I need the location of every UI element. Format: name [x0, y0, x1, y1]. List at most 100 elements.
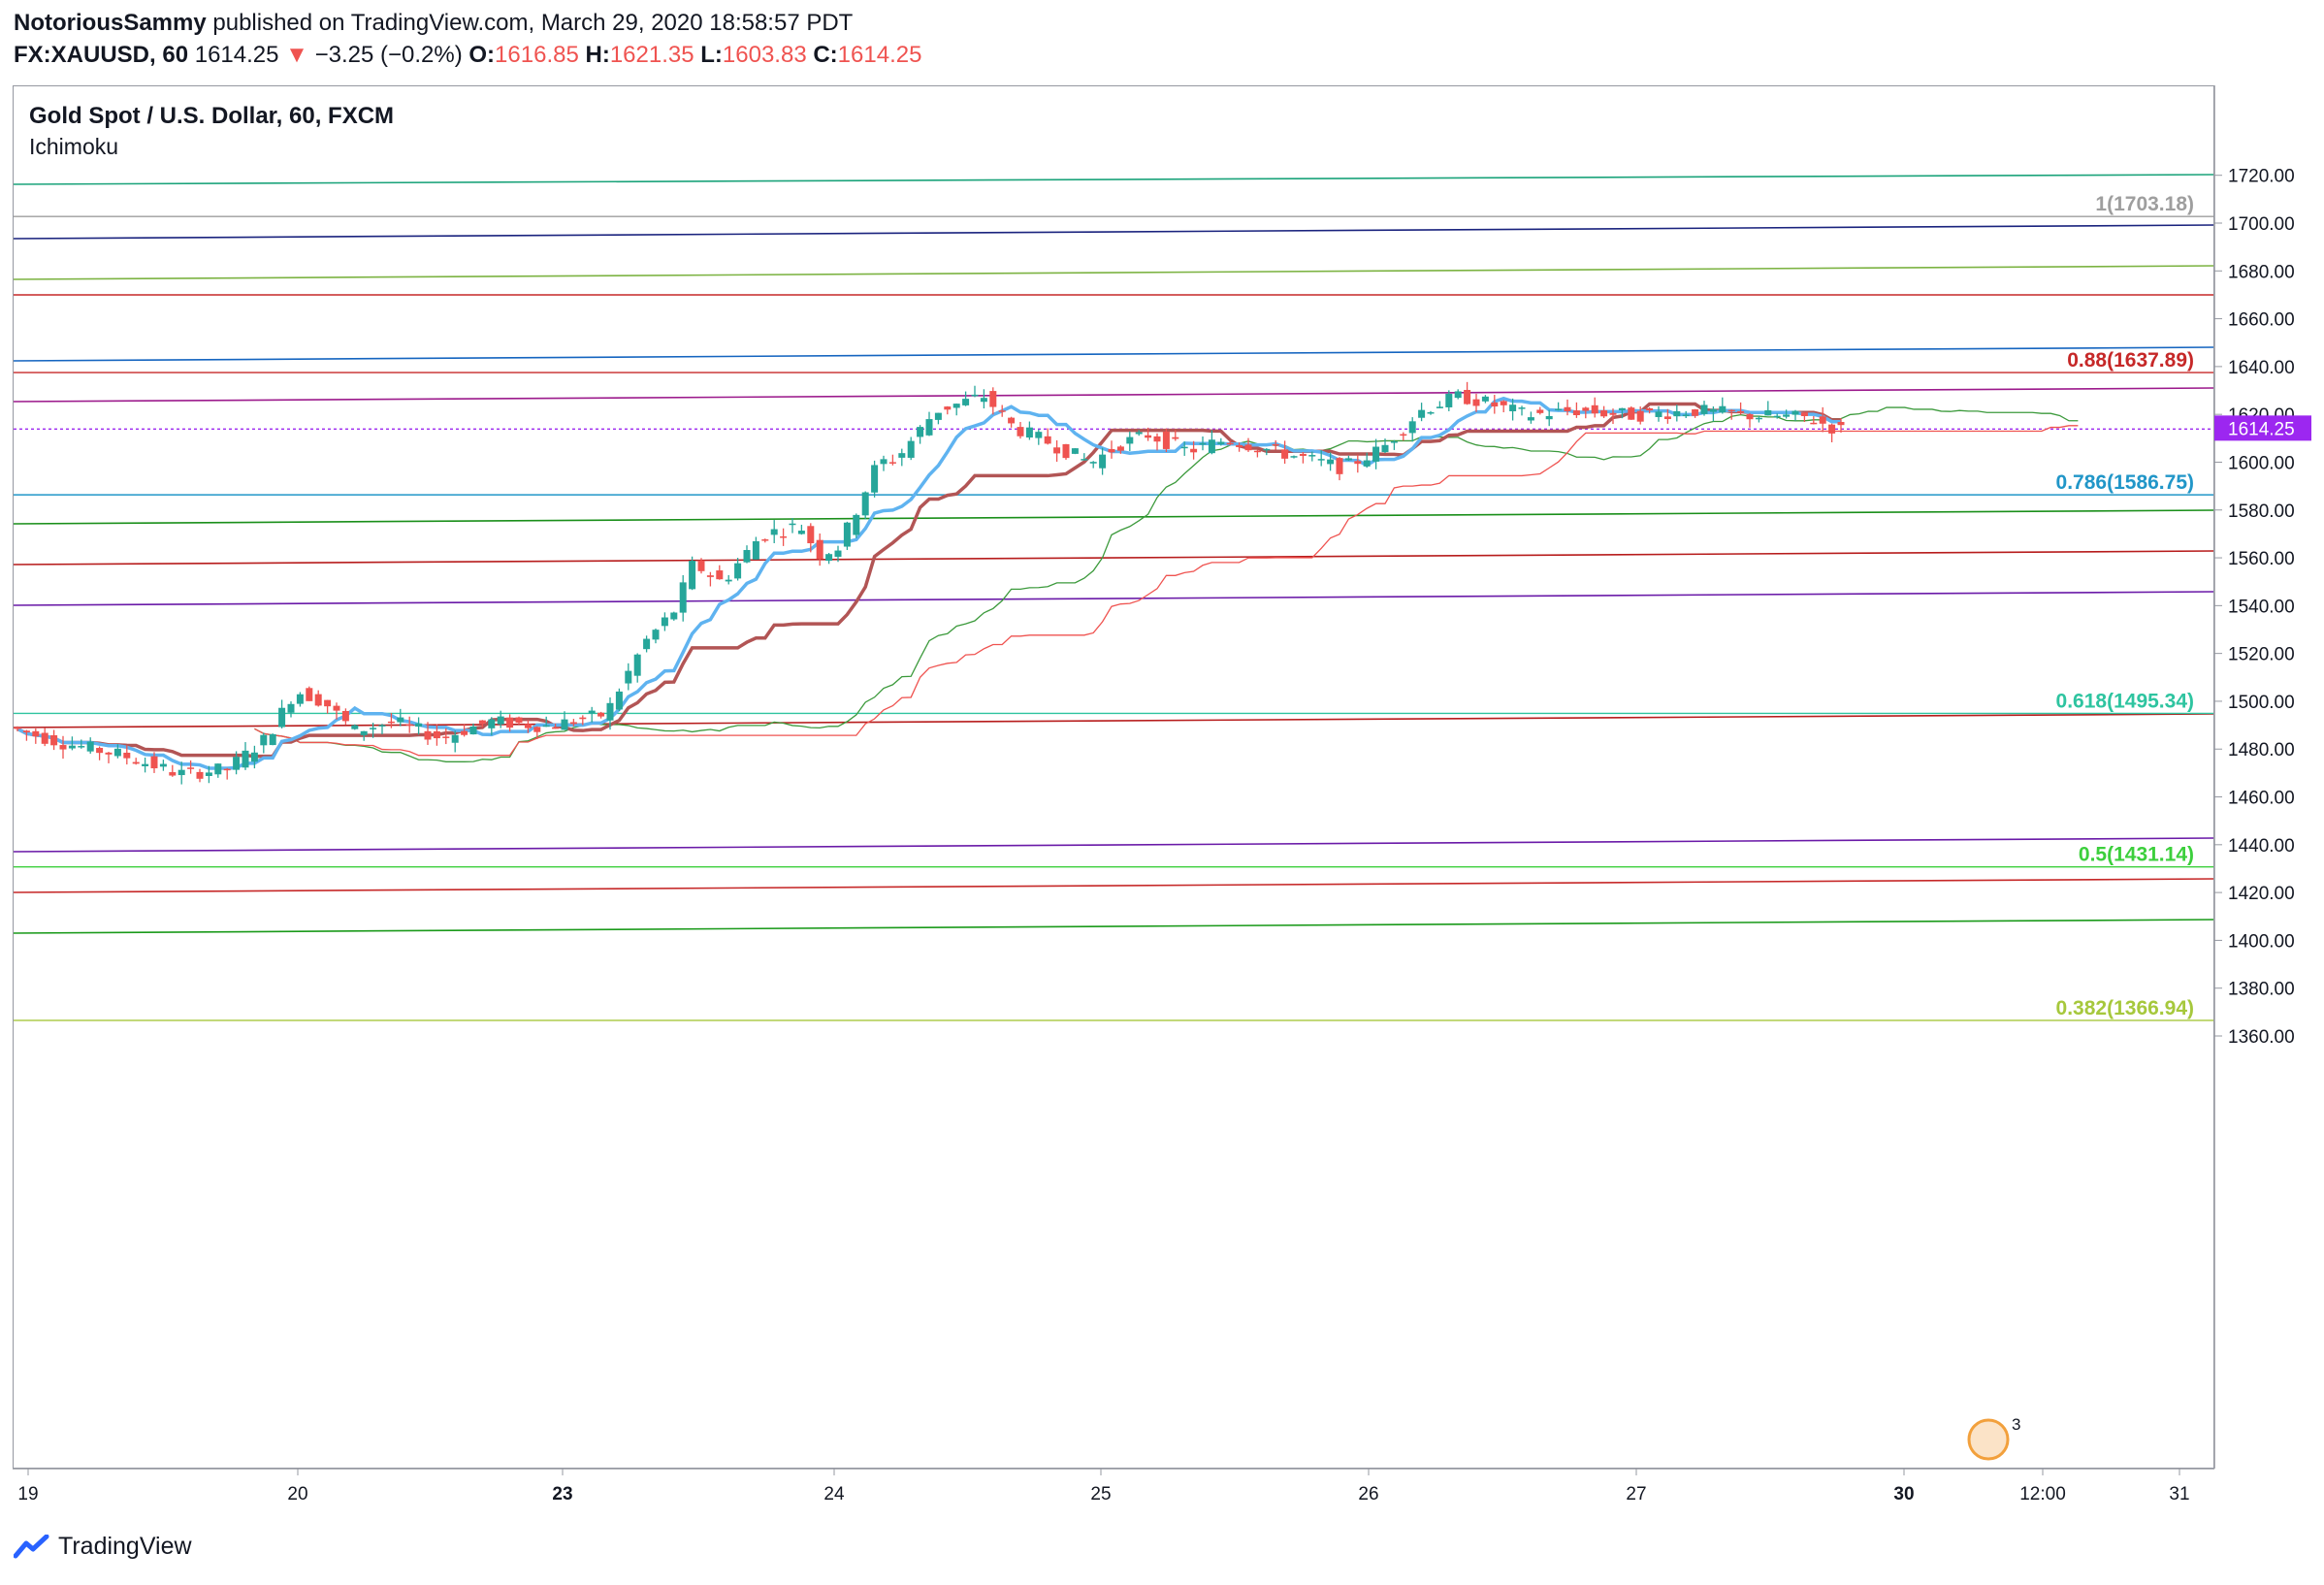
candle-body — [1108, 448, 1115, 453]
candle-body — [397, 717, 404, 723]
events-flag-icon — [1967, 1418, 2010, 1461]
candle-body — [1135, 432, 1143, 435]
candle-body — [351, 725, 359, 729]
price-tick-label: 1480.00 — [2228, 740, 2295, 760]
candle-body — [825, 554, 833, 562]
symbol: FX:XAUUSD, 60 — [14, 42, 189, 68]
candle-body — [1272, 443, 1279, 446]
trend-line — [14, 346, 2213, 362]
candle-body — [980, 398, 987, 403]
events-count-label: 3 — [2012, 1415, 2020, 1434]
candle-body — [934, 412, 942, 420]
candle-body — [1427, 411, 1435, 414]
candle-body — [442, 736, 450, 738]
candle-body — [670, 612, 678, 620]
candle-body — [998, 410, 1006, 412]
ohlc-bar: FX:XAUUSD, 60 1614.25 ▼ −3.25 (−0.2%) O:… — [14, 42, 921, 69]
price-tick-label: 1380.00 — [2228, 980, 2295, 1000]
candle-body — [561, 719, 568, 730]
indicator-label[interactable]: Ichimoku — [29, 134, 119, 159]
price-axis[interactable]: 1720.001700.001680.001660.001640.001620.… — [2214, 85, 2311, 1469]
candle-body — [1737, 410, 1745, 413]
trend-line — [14, 174, 2213, 185]
candle-body — [1663, 416, 1671, 420]
candle-body — [1436, 406, 1443, 408]
candle-body — [661, 617, 668, 627]
candle-body — [333, 705, 340, 711]
trend-line — [14, 387, 2213, 403]
candle-body — [1646, 407, 1654, 411]
chart-pane[interactable]: 1(1703.18) 0.88(1637.89) 0.786(1586.75) 0.6… — [13, 85, 2214, 1469]
candle-body — [233, 757, 241, 770]
candle-body — [1390, 441, 1398, 443]
candle-body — [1081, 459, 1088, 461]
candle-body — [1336, 458, 1343, 474]
candle-body — [478, 720, 486, 724]
candle-body — [1545, 415, 1553, 420]
candle-body — [1709, 408, 1717, 412]
candle-body — [32, 730, 40, 737]
price-tick-label: 1640.00 — [2228, 358, 2295, 378]
price-tick-label: 1420.00 — [2228, 884, 2295, 904]
candle-body — [1445, 393, 1453, 407]
candle-body — [1454, 391, 1462, 399]
candle-body — [1236, 444, 1243, 447]
candle-body — [178, 769, 185, 776]
high-value: 1621.35 — [609, 42, 694, 68]
candle-body — [341, 710, 349, 722]
candle-body — [205, 772, 212, 776]
candle-body — [1308, 455, 1316, 457]
candle-body — [269, 733, 276, 746]
author-name[interactable]: NotoriousSammy — [14, 10, 207, 36]
price-tick-label: 1720.00 — [2228, 167, 2295, 187]
candle-body — [971, 394, 979, 397]
fib-level-label: 0.5(1431.14) — [2079, 844, 2194, 866]
candle-body — [1472, 399, 1480, 406]
candle-body — [169, 772, 177, 776]
candle-body — [278, 707, 286, 728]
time-axis[interactable]: 19 20 23 24 25 26 27 30 12:00 31 — [13, 1469, 2214, 1513]
candle-body — [1199, 442, 1207, 445]
candle-body — [1372, 446, 1380, 462]
candle-body — [524, 724, 532, 728]
candle-body — [1719, 405, 1727, 413]
candle-body — [196, 771, 204, 779]
candle-body — [515, 717, 523, 724]
candle-body — [1062, 443, 1070, 459]
fib-level-label: 1(1703.18) — [2095, 193, 2194, 215]
candle-body — [1327, 459, 1335, 465]
candle-body — [1281, 449, 1289, 459]
time-tick-label: 20 — [287, 1484, 307, 1504]
candle-body — [370, 728, 377, 729]
fib-level-label: 0.88(1637.89) — [2067, 349, 2194, 372]
price-plot[interactable]: 1(1703.18) 0.88(1637.89) 0.786(1586.75) 0.6… — [14, 86, 2214, 1469]
candle-body — [433, 730, 440, 739]
senkou-span-b-line — [254, 425, 2079, 757]
candle-body — [1162, 431, 1170, 449]
candle-body — [461, 730, 468, 735]
price-tick-label: 1660.00 — [2228, 310, 2295, 331]
candle-body — [797, 531, 805, 534]
candle-body — [1636, 410, 1644, 422]
candle-body — [14, 727, 21, 729]
candle-body — [1208, 439, 1215, 454]
price-tick-label: 1440.00 — [2228, 836, 2295, 857]
candle-body — [1290, 456, 1298, 458]
candle-body — [752, 541, 759, 560]
candle-body — [1536, 409, 1544, 413]
candle-body — [1555, 408, 1563, 411]
candle-body — [1837, 421, 1845, 426]
candle-body — [1025, 427, 1033, 438]
candle-body — [142, 763, 149, 766]
candle-body — [1263, 448, 1271, 451]
tradingview-brand[interactable]: TradingView — [14, 1533, 192, 1561]
candle-body — [415, 723, 423, 728]
candle-body — [606, 702, 614, 721]
price-tick-label: 1600.00 — [2228, 453, 2295, 473]
candle-body — [1746, 414, 1754, 420]
candle-body — [1800, 412, 1808, 416]
candle-body — [1354, 461, 1362, 465]
candle-body — [716, 570, 724, 580]
candle-body — [96, 748, 104, 754]
candle-body — [1244, 444, 1252, 451]
